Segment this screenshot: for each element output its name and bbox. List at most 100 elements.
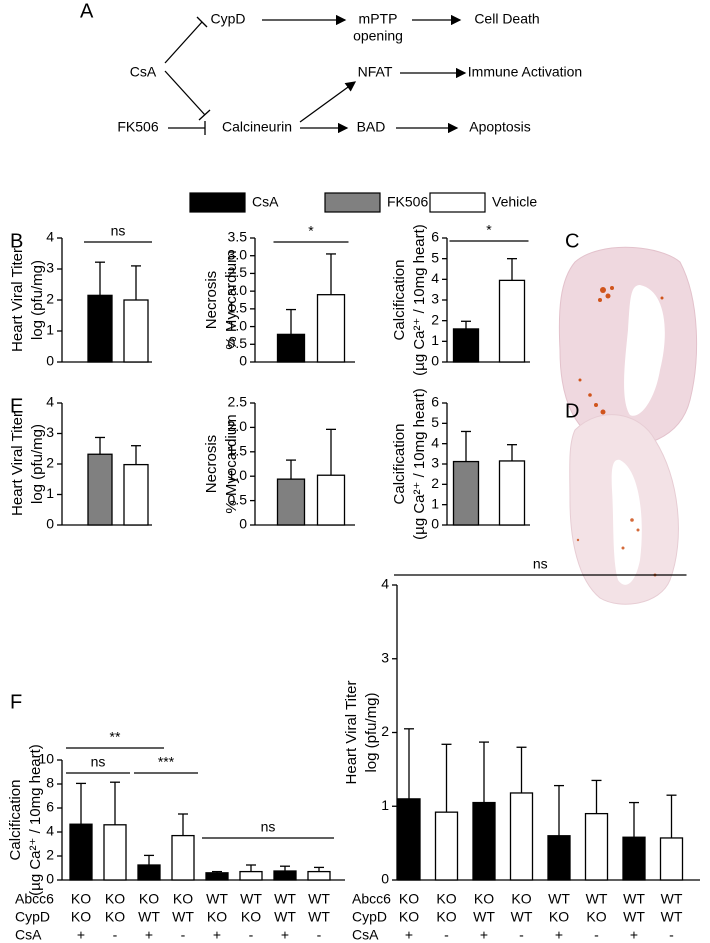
row-label: CypD bbox=[15, 909, 50, 925]
category-label: KO bbox=[71, 891, 91, 907]
y-tick-label: 2 bbox=[381, 723, 389, 739]
category-label: WT bbox=[473, 909, 495, 925]
y-tick-label: 8 bbox=[46, 775, 54, 791]
row-label: CsA bbox=[352, 927, 379, 943]
category-label: KO bbox=[436, 891, 456, 907]
diagram-node: Calcineurin bbox=[222, 119, 292, 135]
y-tick-label: 0 bbox=[431, 353, 439, 369]
y-tick-label: 2 bbox=[46, 291, 54, 307]
y-tick-label: 1.0 bbox=[228, 467, 248, 483]
y-tick-label: 10 bbox=[38, 751, 54, 767]
y-tick-label: 1 bbox=[46, 485, 54, 501]
y-tick-label: 3.0 bbox=[228, 246, 248, 262]
row-label: CsA bbox=[15, 927, 42, 943]
panel-label: D bbox=[565, 400, 579, 422]
category-label: KO bbox=[436, 909, 456, 925]
significance-label: ns bbox=[111, 223, 126, 239]
y-axis-label: Calcification bbox=[391, 260, 408, 341]
y-tick-label: 0 bbox=[46, 516, 54, 532]
y-tick-label: 5 bbox=[431, 249, 439, 265]
bar bbox=[87, 453, 113, 526]
y-tick-label: 2.5 bbox=[228, 264, 248, 280]
bar bbox=[547, 835, 571, 881]
y-tick-label: 0 bbox=[239, 353, 247, 369]
category-label: WT bbox=[206, 891, 228, 907]
bar bbox=[434, 811, 459, 881]
legend-swatch bbox=[189, 192, 246, 213]
panel-label: B bbox=[10, 230, 23, 252]
category-label: - bbox=[594, 927, 599, 943]
category-label: KO bbox=[511, 891, 531, 907]
diagram-node: Apoptosis bbox=[469, 119, 530, 135]
y-tick-label: 3 bbox=[431, 291, 439, 307]
bar bbox=[397, 798, 421, 881]
panel-label: C bbox=[565, 230, 579, 252]
y-tick-label: 1.0 bbox=[228, 317, 248, 333]
y-axis-label: Heart Viral Titer bbox=[343, 681, 360, 785]
row-label: Abcc6 bbox=[352, 891, 391, 907]
category-label: WT bbox=[274, 909, 296, 925]
y-tick-label: 2 bbox=[46, 847, 54, 863]
significance-label: *** bbox=[158, 754, 175, 770]
bar bbox=[307, 870, 331, 881]
bar bbox=[276, 333, 306, 363]
panel-label: A bbox=[80, 0, 94, 22]
y-axis-label: (µg Ca²⁺ / 10mg heart) bbox=[411, 224, 428, 376]
y-tick-label: 1 bbox=[431, 495, 439, 511]
y-tick-label: 4 bbox=[46, 394, 54, 410]
category-label: KO bbox=[105, 891, 125, 907]
bar bbox=[452, 460, 480, 526]
y-axis-label: % Myocardium bbox=[223, 414, 240, 513]
bar bbox=[622, 836, 646, 881]
category-label: - bbox=[181, 927, 186, 943]
y-tick-label: 0 bbox=[46, 353, 54, 369]
bar bbox=[452, 328, 480, 363]
category-label: - bbox=[519, 927, 524, 943]
category-label: + bbox=[555, 927, 563, 943]
y-axis-label: Heart Viral Titer bbox=[9, 412, 26, 516]
bar bbox=[205, 872, 229, 881]
bar bbox=[123, 299, 149, 363]
diagram-node: CypD bbox=[210, 11, 245, 27]
bar bbox=[498, 279, 526, 363]
legend-label: CsA bbox=[252, 194, 279, 210]
y-axis-label: Necrosis bbox=[203, 435, 220, 493]
category-label: KO bbox=[586, 909, 606, 925]
category-label: WT bbox=[308, 891, 330, 907]
bar bbox=[171, 834, 195, 881]
y-tick-label: 1.5 bbox=[228, 443, 248, 459]
category-label: - bbox=[249, 927, 254, 943]
y-tick-label: 6 bbox=[46, 799, 54, 815]
category-label: + bbox=[145, 927, 153, 943]
category-label: KO bbox=[399, 909, 419, 925]
y-tick-label: 4 bbox=[46, 229, 54, 245]
bar bbox=[276, 478, 306, 526]
y-tick-label: 2 bbox=[431, 475, 439, 491]
diagram-node: Immune Activation bbox=[468, 64, 582, 80]
category-label: WT bbox=[661, 891, 683, 907]
significance-label: ns bbox=[261, 819, 276, 835]
y-tick-label: 2.0 bbox=[228, 418, 248, 434]
row-label: Abcc6 bbox=[15, 891, 54, 907]
category-label: KO bbox=[173, 891, 193, 907]
bar bbox=[472, 801, 496, 881]
y-tick-label: 2.0 bbox=[228, 282, 248, 298]
significance-label: * bbox=[486, 222, 492, 238]
category-label: KO bbox=[241, 909, 261, 925]
y-tick-label: 0 bbox=[431, 516, 439, 532]
diagram-node: opening bbox=[353, 28, 403, 44]
y-tick-label: 3 bbox=[381, 649, 389, 665]
y-axis-label: Calcification bbox=[391, 424, 408, 505]
y-tick-label: 3.5 bbox=[228, 229, 248, 245]
category-label: WT bbox=[661, 909, 683, 925]
bar bbox=[659, 837, 684, 881]
y-tick-label: 3 bbox=[431, 455, 439, 471]
category-label: WT bbox=[511, 909, 533, 925]
significance-label: ** bbox=[110, 729, 121, 745]
panel-label: E bbox=[10, 395, 23, 417]
category-label: KO bbox=[549, 909, 569, 925]
bar bbox=[123, 463, 149, 526]
diagram-node: Cell Death bbox=[474, 11, 539, 27]
diagram-node: BAD bbox=[357, 119, 386, 135]
